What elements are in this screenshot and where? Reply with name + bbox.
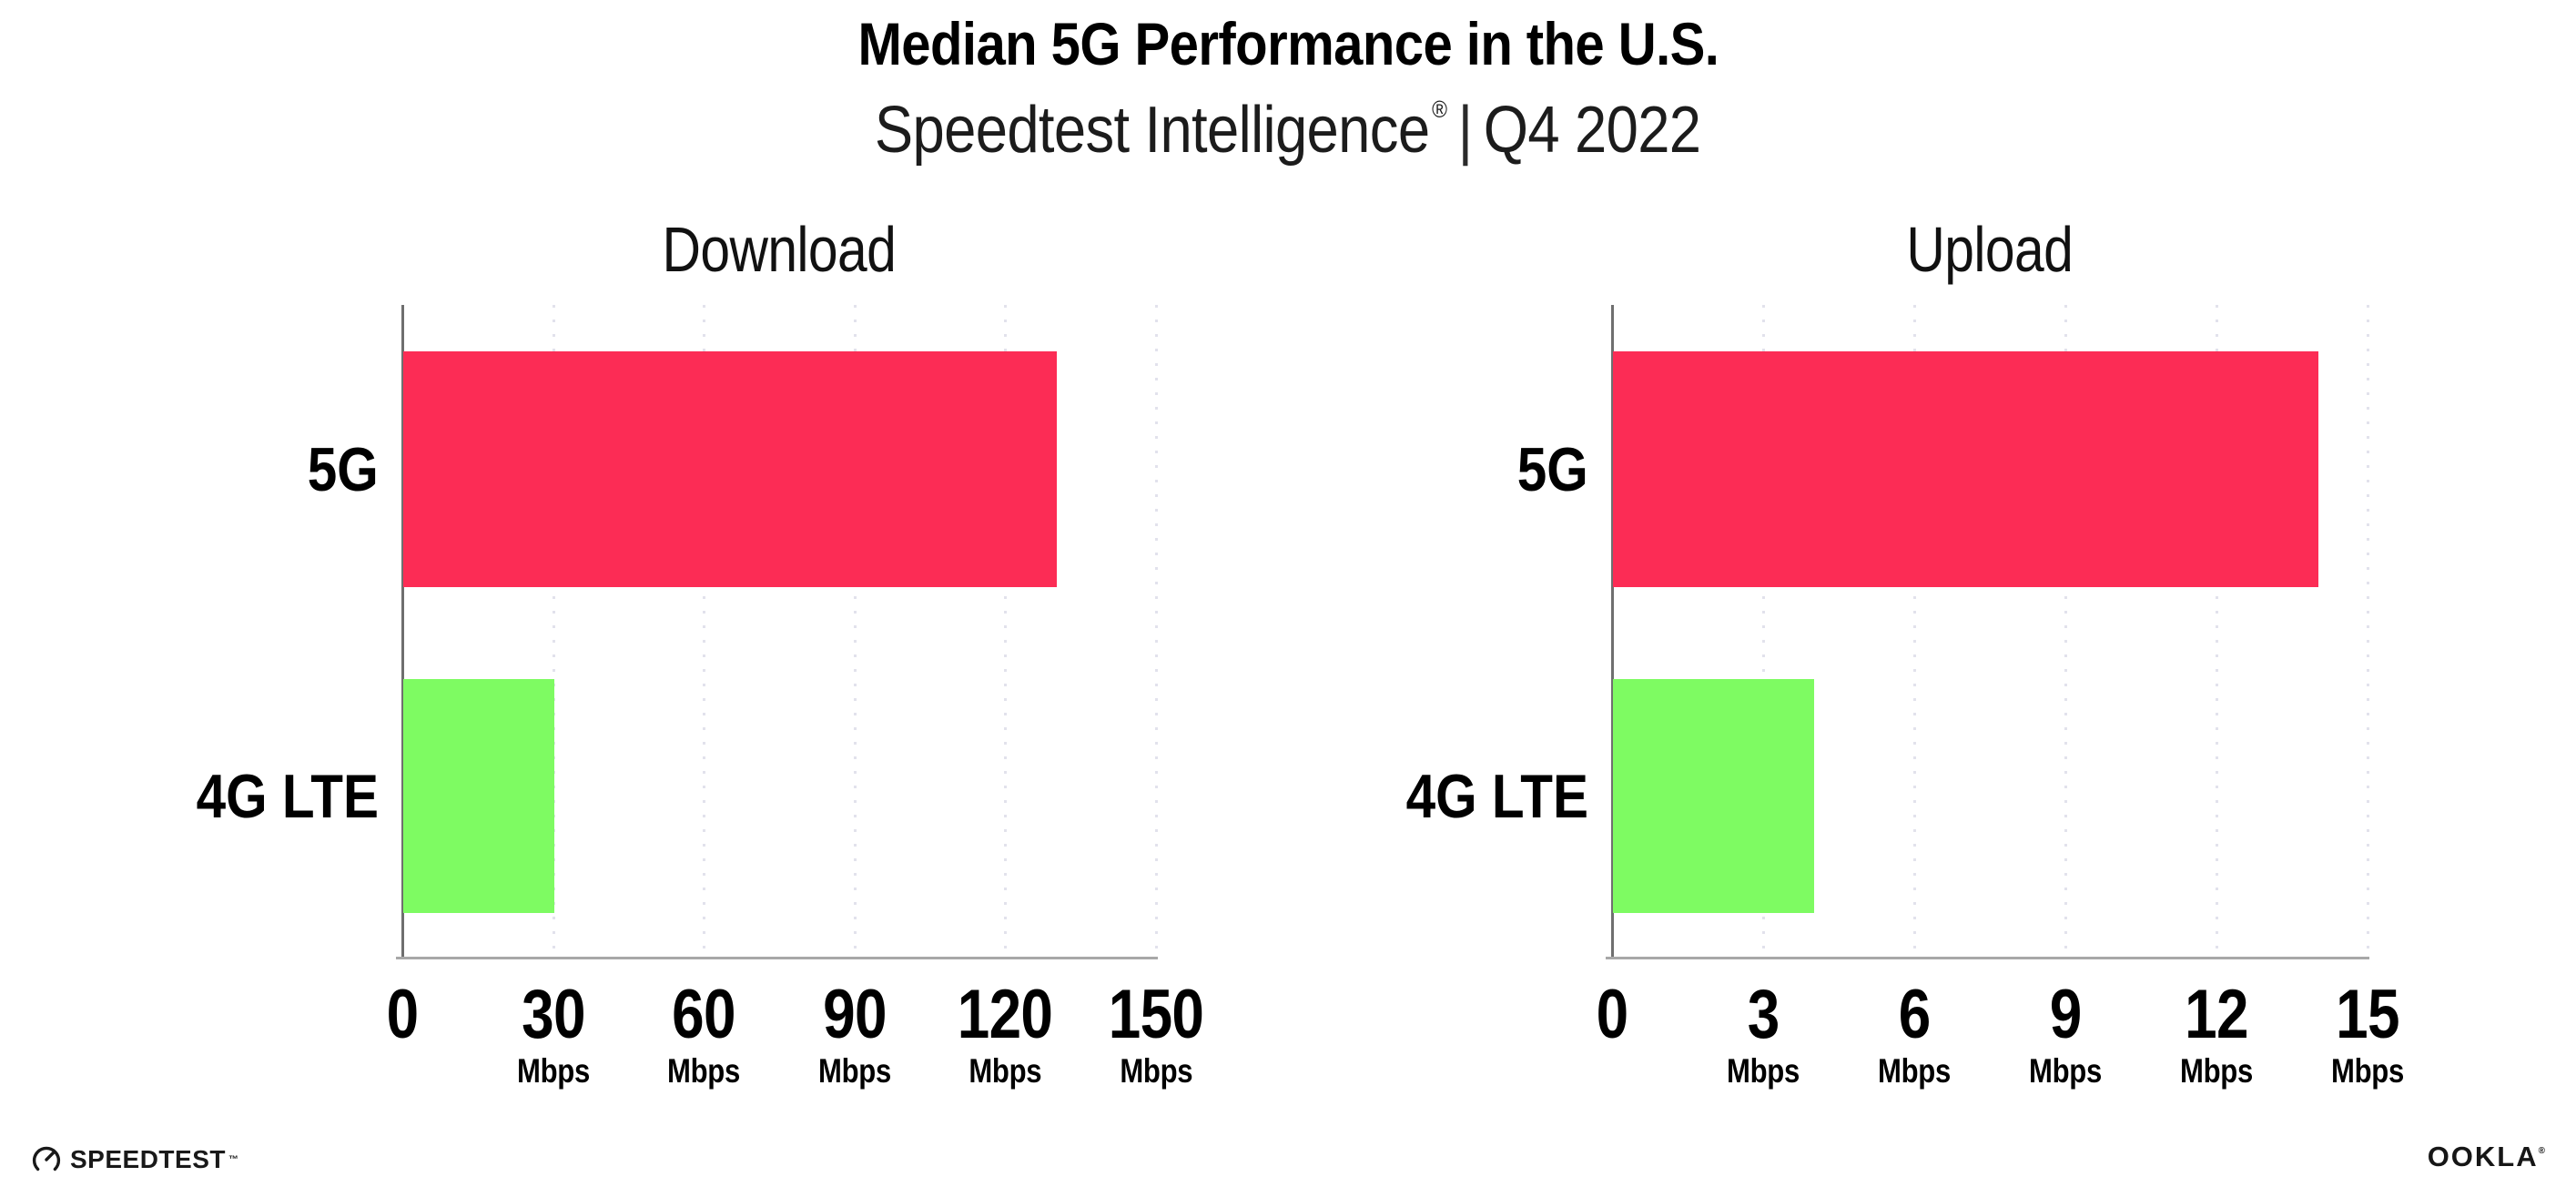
ookla-logo: OOKLA® [2428,1141,2547,1173]
x-tick-unit: Mbps [667,1051,741,1090]
x-tick-value: 0 [386,976,420,1053]
x-tick-value: 3 [1747,976,1780,1053]
page-title-text: Median 5G Performance in the U.S. [857,10,1719,77]
x-tick-60: 60 Mbps [661,976,747,1090]
x-tick-0: 0 [1593,976,1631,1053]
page-title: Median 5G Performance in the U.S. [0,11,2576,77]
upload-plot-area [1606,305,2369,959]
speedtest-logo: SPEEDTEST ™ [31,1144,238,1175]
download-plot-area [396,305,1158,959]
x-tick-value: 60 [672,976,736,1053]
x-tick-6: 6 Mbps [1871,976,1957,1090]
gridline-30 [552,305,555,958]
x-axis-line [396,957,1158,959]
x-tick-unit: Mbps [1727,1051,1800,1090]
subtitle-brand: Speedtest Intelligence [875,94,1430,167]
x-tick-90: 90 Mbps [811,976,898,1090]
page-subtitle: Speedtest Intelligence ® | Q4 2022 [0,89,2576,171]
upload-chart-title: Upload [1906,214,2074,285]
category-label-5g: 5G [1516,435,1588,504]
x-tick-0: 0 [383,976,421,1053]
gridline-150 [1155,305,1158,958]
trademark-icon: ™ [228,1154,238,1165]
download-x-axis-ticks: 0 30 Mbps 60 Mbps 90 Mbps 120 Mbps 150 Mbps [387,958,1204,1140]
download-chart-title: Download [662,214,897,285]
x-tick-unit: Mbps [817,1051,891,1090]
upload-chart: Upload 0 3 Mbps 6 Mbps 9 Mbps 12 Mbps 15 Mbps 5G 4G… [1406,218,2405,1088]
speedtest-wordmark: SPEEDTEST [70,1145,226,1173]
x-tick-9: 9 Mbps [2022,976,2108,1090]
bar-5g [1613,351,2318,587]
x-tick-unit: Mbps [1120,1051,1192,1090]
x-tick-value: 90 [822,976,887,1053]
y-axis-line [1611,305,1614,959]
download-chart: Download 0 30 Mbps 60 Mbps 90 Mbps 120 Mbps 150 Mb… [197,218,1204,1088]
y-axis-line [401,305,404,959]
x-tick-value: 12 [2185,976,2248,1053]
x-tick-unit: Mbps [2029,1051,2102,1090]
x-tick-3: 3 Mbps [1719,976,1806,1090]
category-label-4g-lte: 4G LTE [1405,762,1588,831]
gridline-60 [703,305,706,958]
gridline-3 [1762,305,1765,958]
x-tick-15: 15 Mbps [2324,976,2410,1090]
x-tick-value: 150 [1108,976,1204,1053]
category-label-5g: 5G [307,435,379,504]
x-tick-12: 12 Mbps [2173,976,2259,1090]
page-subtitle-text: Speedtest Intelligence ® | Q4 2022 [875,89,1701,171]
bar-5g [403,351,1057,587]
x-tick-value: 9 [2049,976,2083,1053]
x-tick-30: 30 Mbps [510,976,596,1090]
ookla-registered-icon: ® [2538,1146,2547,1156]
x-tick-150: 150 Mbps [1100,976,1213,1090]
x-tick-unit: Mbps [2331,1051,2404,1090]
gridline-6 [1913,305,1916,958]
x-tick-120: 120 Mbps [948,976,1062,1090]
x-tick-value: 120 [958,976,1053,1053]
x-tick-unit: Mbps [969,1051,1042,1090]
bar-4g-lte [403,679,554,913]
bar-4g-lte [1613,679,1815,913]
registered-trademark-icon: ® [1432,96,1447,123]
gridline-9 [2064,305,2067,958]
ookla-wordmark: OOKLA [2427,1141,2539,1172]
gridline-90 [853,305,857,958]
x-tick-unit: Mbps [2180,1051,2253,1090]
gridline-12 [2216,305,2218,958]
speedtest-gauge-icon [31,1144,62,1175]
x-tick-value: 15 [2336,976,2399,1053]
category-label-4g-lte: 4G LTE [196,762,379,831]
subtitle-separator: | [1457,94,1473,167]
gridline-15 [2367,305,2369,958]
x-tick-value: 6 [1898,976,1932,1053]
x-tick-value: 0 [1596,976,1629,1053]
x-tick-unit: Mbps [516,1051,590,1090]
x-tick-value: 30 [521,976,585,1053]
subtitle-period: Q4 2022 [1484,94,1701,167]
gridline-120 [1004,305,1008,958]
x-tick-unit: Mbps [1878,1051,1951,1090]
x-axis-line [1606,957,2369,959]
upload-x-axis-ticks: 0 3 Mbps 6 Mbps 9 Mbps 12 Mbps 15 Mbps [1597,958,2405,1140]
